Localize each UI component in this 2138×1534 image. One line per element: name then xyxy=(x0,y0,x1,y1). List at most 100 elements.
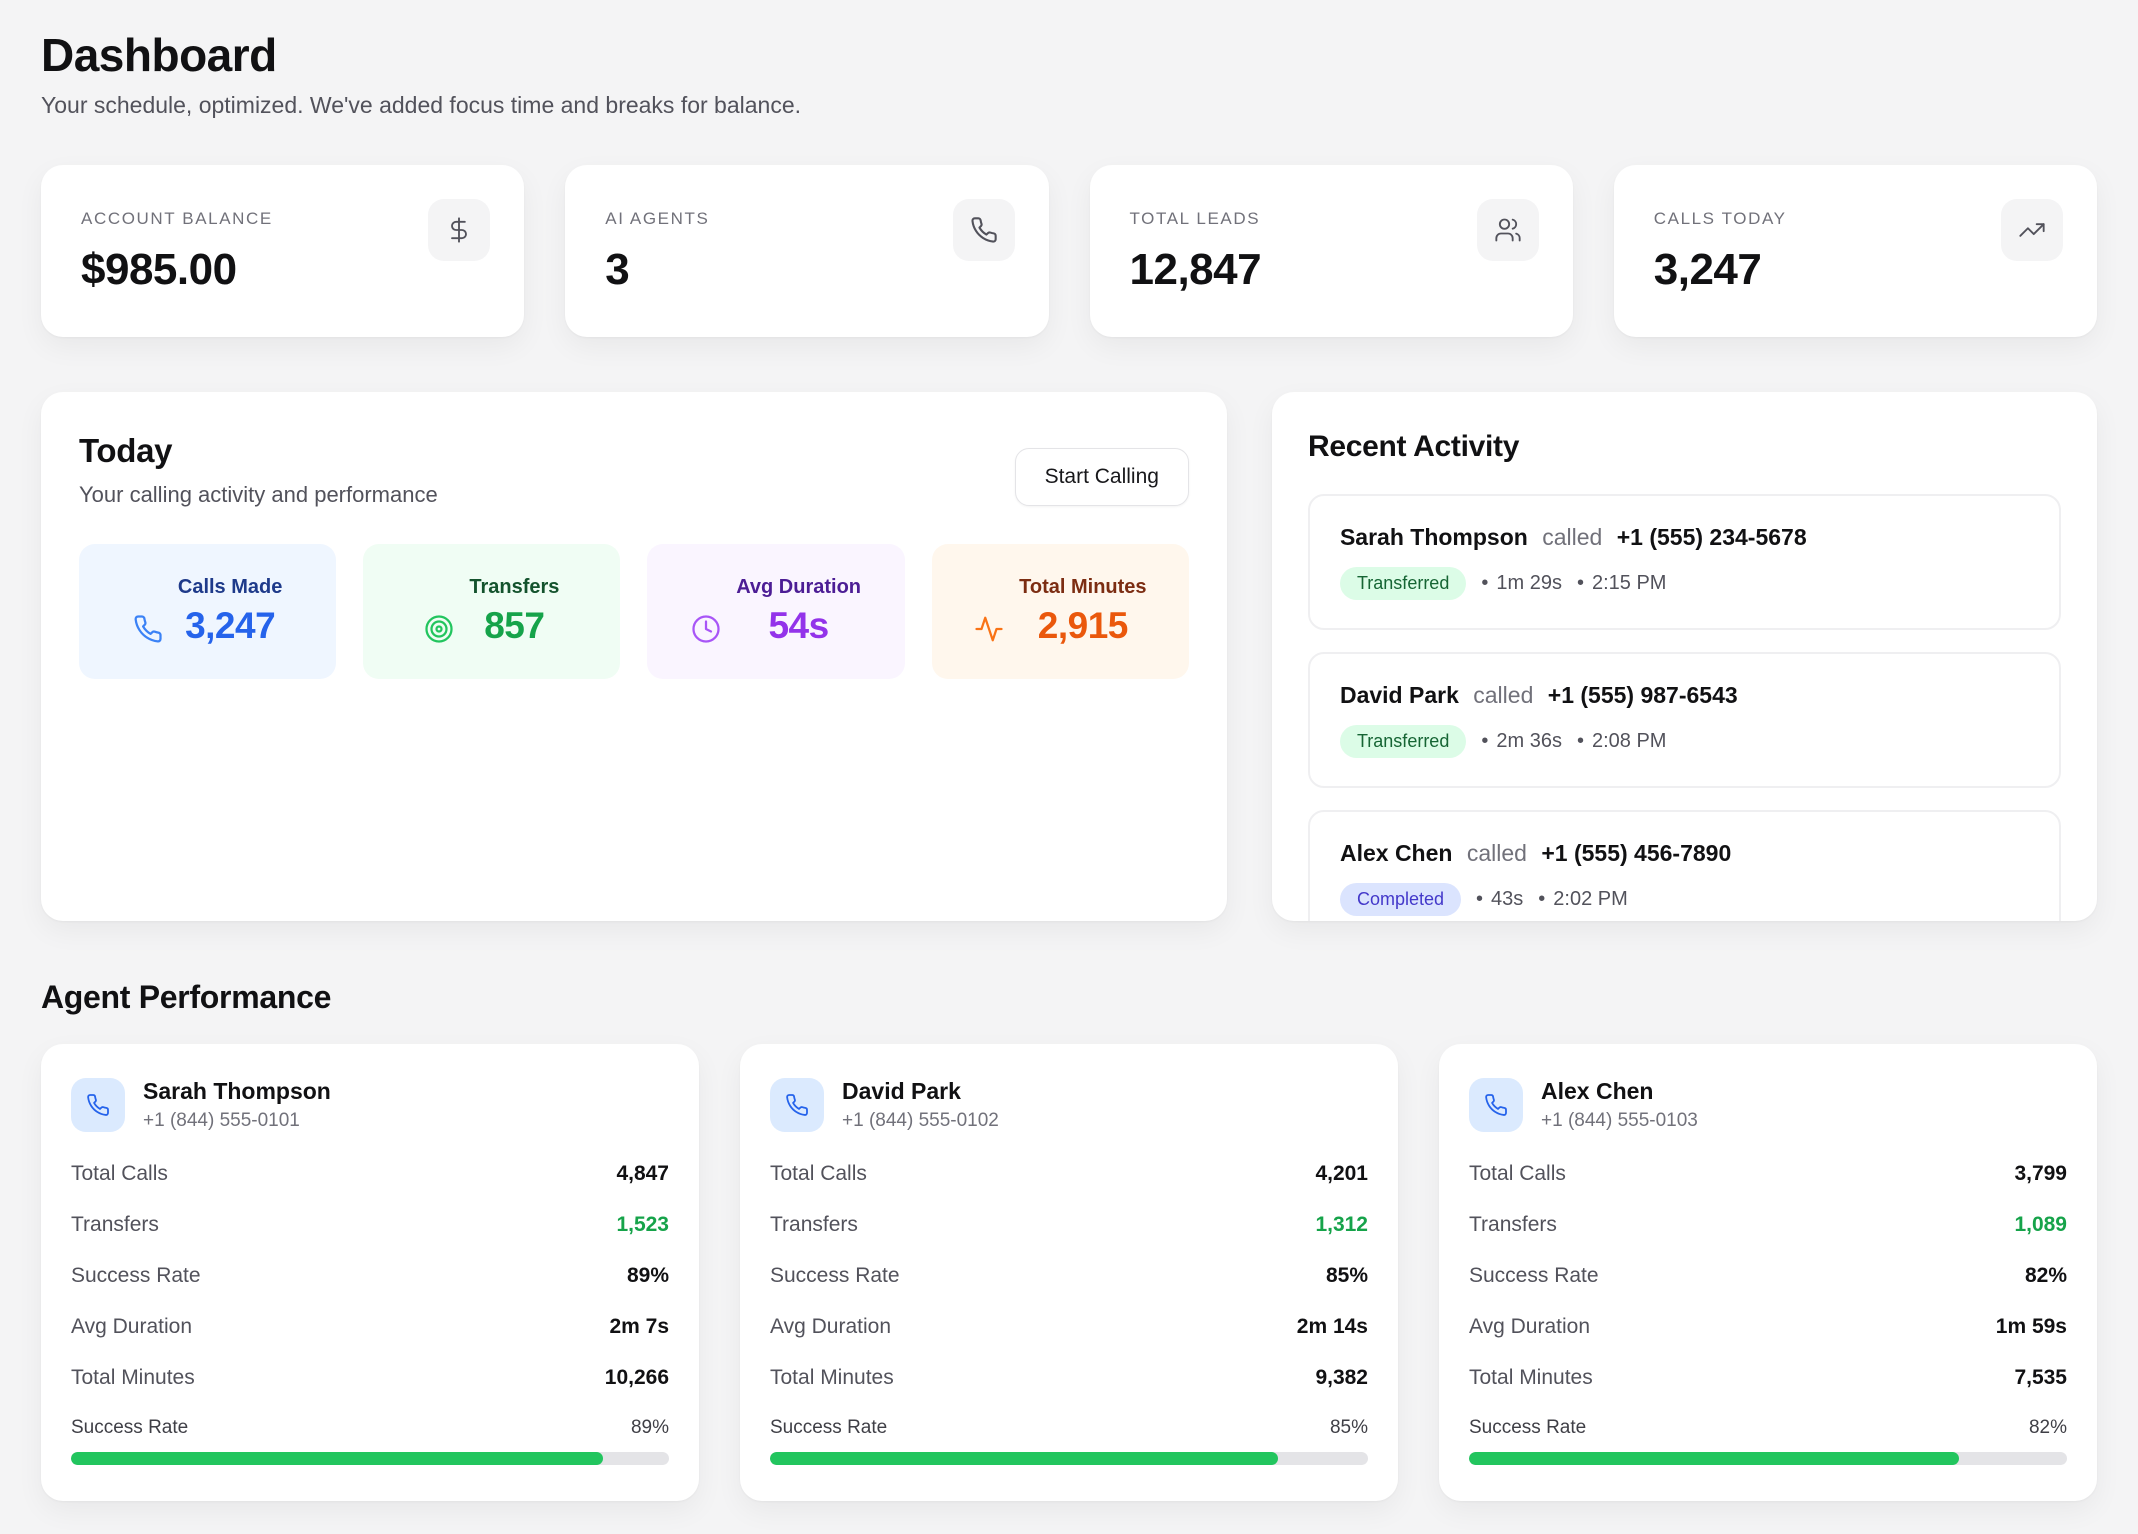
today-subtitle: Your calling activity and performance xyxy=(79,482,438,508)
stat-card: CALLS TODAY 3,247 xyxy=(1614,165,2097,337)
start-calling-button[interactable]: Start Calling xyxy=(1015,448,1189,506)
activity-duration: •43s xyxy=(1476,888,1523,911)
activity-list: Sarah Thompson called +1 (555) 234-5678 … xyxy=(1308,494,2061,921)
phone-icon xyxy=(133,580,163,644)
agent-row-total-minutes: Total Minutes 7,535 xyxy=(1469,1366,2067,1390)
agent-row-success-rate: Success Rate 85% xyxy=(770,1264,1368,1288)
metric-label: Avg Duration xyxy=(736,576,861,599)
stat-label: AI AGENTS xyxy=(605,209,1008,229)
stats-row: ACCOUNT BALANCE $985.00 AI AGENTS 3 TOTA… xyxy=(41,165,2097,337)
success-rate-progress: Success Rate 82% xyxy=(1469,1417,2067,1465)
activity-duration: •1m 29s xyxy=(1481,572,1562,595)
metric-tile: Transfers 857 xyxy=(363,544,620,679)
metric-tile: Avg Duration 54s xyxy=(647,544,904,679)
activity-caller-name: Sarah Thompson xyxy=(1340,524,1528,550)
agent-row-avg-duration: Avg Duration 1m 59s xyxy=(1469,1315,2067,1339)
metric-label: Transfers xyxy=(469,576,559,599)
progress-fill xyxy=(71,1452,603,1465)
metric-tile: Total Minutes 2,915 xyxy=(932,544,1189,679)
agents-grid: Sarah Thompson +1 (844) 555-0101 Total C… xyxy=(41,1044,2097,1501)
progress-fill xyxy=(1469,1452,1959,1465)
stat-label: ACCOUNT BALANCE xyxy=(81,209,484,229)
stat-label: CALLS TODAY xyxy=(1654,209,2057,229)
agent-row-transfers: Transfers 1,523 xyxy=(71,1213,669,1237)
recent-activity-title: Recent Activity xyxy=(1308,430,2061,464)
activity-time: •2:08 PM xyxy=(1577,730,1667,753)
phone-icon xyxy=(1469,1078,1523,1132)
progress-track xyxy=(770,1452,1368,1465)
stat-value: 3,247 xyxy=(1654,245,2057,295)
agent-performance-title: Agent Performance xyxy=(41,979,2097,1016)
phone-icon xyxy=(770,1078,824,1132)
status-badge: Completed xyxy=(1340,883,1461,916)
activity-caller-name: Alex Chen xyxy=(1340,840,1452,866)
success-rate-progress: Success Rate 89% xyxy=(71,1417,669,1465)
stat-card: TOTAL LEADS 12,847 xyxy=(1090,165,1573,337)
activity-item: Alex Chen called +1 (555) 456-7890 Compl… xyxy=(1308,810,2061,921)
agent-phone-number: +1 (844) 555-0101 xyxy=(143,1110,331,1132)
agent-card: David Park +1 (844) 555-0102 Total Calls… xyxy=(740,1044,1398,1501)
metric-label: Total Minutes xyxy=(1019,576,1146,599)
activity-item: Sarah Thompson called +1 (555) 234-5678 … xyxy=(1308,494,2061,630)
agent-phone-number: +1 (844) 555-0103 xyxy=(1541,1110,1698,1132)
activity-item: David Park called +1 (555) 987-6543 Tran… xyxy=(1308,652,2061,788)
activity-icon xyxy=(974,580,1004,644)
agent-row-total-calls: Total Calls 3,799 xyxy=(1469,1162,2067,1186)
progress-track xyxy=(1469,1452,2067,1465)
agent-row-total-minutes: Total Minutes 10,266 xyxy=(71,1366,669,1390)
progress-fill xyxy=(770,1452,1278,1465)
agent-name: David Park xyxy=(842,1078,999,1105)
activity-time: •2:02 PM xyxy=(1538,888,1628,911)
stat-value: $985.00 xyxy=(81,245,484,295)
today-title: Today xyxy=(79,432,438,470)
activity-action: called xyxy=(1473,682,1533,708)
agent-row-total-calls: Total Calls 4,847 xyxy=(71,1162,669,1186)
status-badge: Transferred xyxy=(1340,725,1466,758)
target-icon xyxy=(424,580,454,644)
activity-action: called xyxy=(1542,524,1602,550)
metric-tile: Calls Made 3,247 xyxy=(79,544,336,679)
metric-value: 54s xyxy=(736,605,861,647)
activity-phone-number: +1 (555) 456-7890 xyxy=(1541,840,1731,866)
agent-row-avg-duration: Avg Duration 2m 14s xyxy=(770,1315,1368,1339)
stat-card: ACCOUNT BALANCE $985.00 xyxy=(41,165,524,337)
page-title: Dashboard xyxy=(41,28,2097,82)
stat-label: TOTAL LEADS xyxy=(1130,209,1533,229)
metric-value: 3,247 xyxy=(178,605,282,647)
page-subtitle: Your schedule, optimized. We've added fo… xyxy=(41,92,2097,119)
activity-duration: •2m 36s xyxy=(1481,730,1562,753)
agent-row-transfers: Transfers 1,089 xyxy=(1469,1213,2067,1237)
recent-activity-panel: Recent Activity Sarah Thompson called +1… xyxy=(1272,392,2097,921)
success-rate-progress: Success Rate 85% xyxy=(770,1417,1368,1465)
activity-time: •2:15 PM xyxy=(1577,572,1667,595)
agent-row-total-minutes: Total Minutes 9,382 xyxy=(770,1366,1368,1390)
users-icon xyxy=(1477,199,1539,261)
phone-icon xyxy=(953,199,1015,261)
status-badge: Transferred xyxy=(1340,567,1466,600)
agent-card: Sarah Thompson +1 (844) 555-0101 Total C… xyxy=(41,1044,699,1501)
stat-value: 12,847 xyxy=(1130,245,1533,295)
today-metrics: Calls Made 3,247 Transfers 857 Avg Durat… xyxy=(79,544,1189,679)
agent-row-success-rate: Success Rate 82% xyxy=(1469,1264,2067,1288)
activity-phone-number: +1 (555) 234-5678 xyxy=(1617,524,1807,550)
metric-value: 857 xyxy=(469,605,559,647)
agent-row-total-calls: Total Calls 4,201 xyxy=(770,1162,1368,1186)
agent-name: Alex Chen xyxy=(1541,1078,1698,1105)
progress-track xyxy=(71,1452,669,1465)
middle-row: Today Your calling activity and performa… xyxy=(41,392,2097,921)
agent-name: Sarah Thompson xyxy=(143,1078,331,1105)
phone-icon xyxy=(71,1078,125,1132)
trending-up-icon xyxy=(2001,199,2063,261)
activity-action: called xyxy=(1467,840,1527,866)
clock-icon xyxy=(691,580,721,644)
today-panel: Today Your calling activity and performa… xyxy=(41,392,1227,921)
stat-value: 3 xyxy=(605,245,1008,295)
agent-row-success-rate: Success Rate 89% xyxy=(71,1264,669,1288)
metric-value: 2,915 xyxy=(1019,605,1146,647)
agent-row-avg-duration: Avg Duration 2m 7s xyxy=(71,1315,669,1339)
activity-caller-name: David Park xyxy=(1340,682,1459,708)
dashboard-page: Dashboard Your schedule, optimized. We'v… xyxy=(0,0,2138,1534)
agent-phone-number: +1 (844) 555-0102 xyxy=(842,1110,999,1132)
stat-card: AI AGENTS 3 xyxy=(565,165,1048,337)
activity-phone-number: +1 (555) 987-6543 xyxy=(1548,682,1738,708)
